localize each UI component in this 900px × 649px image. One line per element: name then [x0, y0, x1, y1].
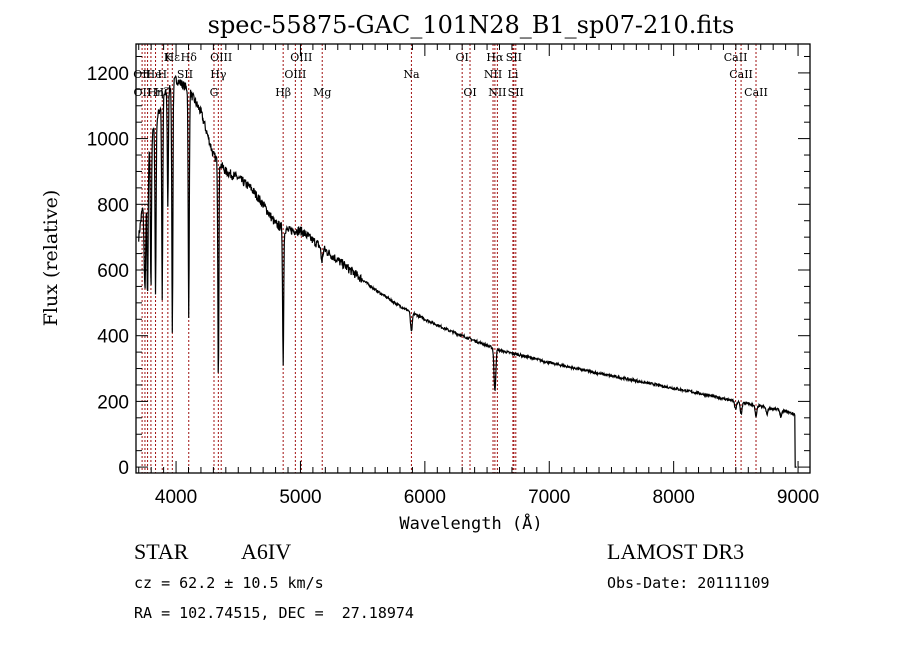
line-marker-label: Hα [486, 51, 504, 64]
line-marker-label: CaII [729, 68, 753, 81]
line-markers [141, 44, 757, 473]
line-marker-label: Hγ [210, 68, 227, 81]
line-marker-label: K [164, 51, 173, 64]
line-marker-label: CaII [724, 51, 748, 64]
y-tick-label: 400 [97, 327, 129, 348]
x-tick-label: 7000 [528, 487, 570, 508]
line-marker-label: Na [403, 68, 420, 81]
spectrum-line [138, 74, 797, 468]
line-marker-label: SII [177, 68, 193, 81]
line-marker-label: SII [506, 51, 522, 64]
y-tick-label: 1000 [87, 130, 129, 151]
x-tick-label: 8000 [653, 487, 695, 508]
survey-name: LAMOST DR3 [607, 539, 745, 564]
line-marker-label: H [157, 68, 167, 81]
x-tick-label: 9000 [777, 487, 819, 508]
line-marker-label: OI [463, 86, 476, 99]
line-marker-label: He [146, 68, 162, 81]
y-axis-label: Flux (relative) [40, 190, 62, 327]
observation-date: Obs-Date: 20111109 [607, 574, 770, 592]
plot-frame [135, 43, 811, 474]
line-marker-label: OI [455, 51, 468, 64]
chart-title: spec-55875-GAC_101N28_B1_sp07-210.fits [208, 11, 735, 39]
x-axis-label: Wavelength (Å) [399, 512, 542, 534]
line-marker-label: OIII [210, 51, 232, 64]
line-marker-label: SII [508, 86, 524, 99]
line-marker-label: Hδ [181, 51, 198, 64]
line-marker-label: Mg [313, 86, 331, 99]
line-marker-label: Hβ [275, 86, 291, 99]
y-tick-label: 1200 [87, 64, 129, 85]
x-tick-label: 5000 [279, 487, 321, 508]
line-marker-label: Hη [147, 86, 163, 99]
line-marker-label: Li [508, 68, 519, 81]
redshift-text: cz = 62.2 ± 10.5 km/s [134, 574, 324, 592]
line-marker-label: NII [484, 68, 502, 81]
line-marker-label: CaII [744, 86, 768, 99]
y-tick-label: 0 [118, 458, 129, 479]
line-marker-label: OII [133, 68, 151, 81]
line-marker-label: OIII [284, 68, 306, 81]
coordinates-text: RA = 102.74515, DEC = 27.18974 [134, 604, 414, 622]
line-marker-label: NII [488, 86, 506, 99]
line-marker-label: OIII [290, 51, 312, 64]
y-tick-label: 200 [97, 392, 129, 413]
y-tick-label: 800 [97, 195, 129, 216]
x-tick-label: 4000 [155, 487, 197, 508]
y-tick-label: 600 [97, 261, 129, 282]
axes: 4000 5000 6000 7000 8000 9000 0 200 400 600 800 100… [87, 43, 819, 508]
line-marker-label: Hζ [154, 86, 170, 99]
object-class: STAR [134, 539, 189, 564]
x-tick-label: 6000 [404, 487, 446, 508]
object-subclass: A6IV [241, 539, 292, 564]
line-marker-label: G [210, 86, 219, 99]
